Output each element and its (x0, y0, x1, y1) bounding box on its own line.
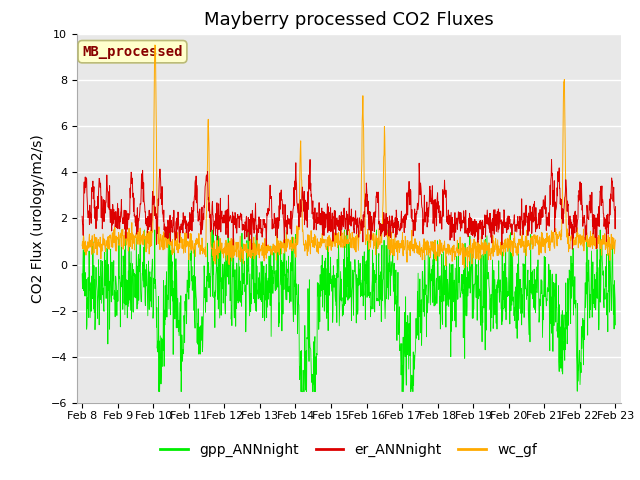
Y-axis label: CO2 Flux (urology/m2/s): CO2 Flux (urology/m2/s) (31, 134, 45, 303)
Legend: gpp_ANNnight, er_ANNnight, wc_gf: gpp_ANNnight, er_ANNnight, wc_gf (155, 438, 543, 463)
Title: Mayberry processed CO2 Fluxes: Mayberry processed CO2 Fluxes (204, 11, 493, 29)
Text: MB_processed: MB_processed (82, 45, 183, 59)
